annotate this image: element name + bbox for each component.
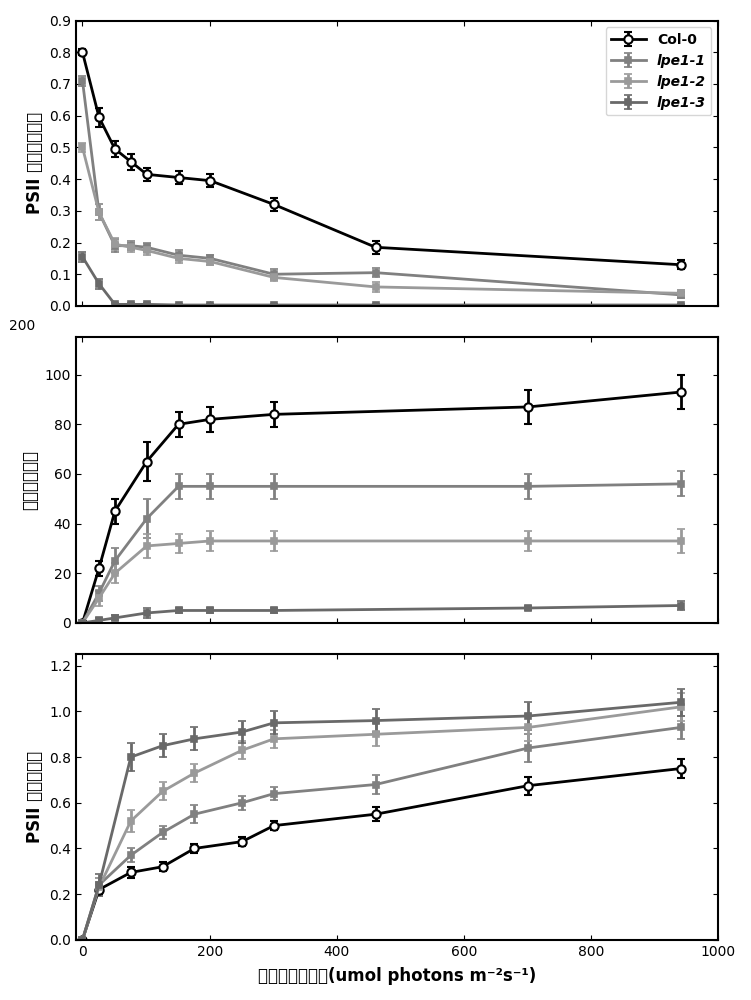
Y-axis label: PSII 有效量子产量: PSII 有效量子产量	[26, 112, 44, 214]
Y-axis label: 电子传递速率: 电子传递速率	[21, 450, 39, 510]
Legend: Col-0, lpe1-1, lpe1-2, lpe1-3: Col-0, lpe1-1, lpe1-2, lpe1-3	[605, 27, 711, 115]
X-axis label: 光量子通量密度(umol photons m⁻²s⁻¹): 光量子通量密度(umol photons m⁻²s⁻¹)	[258, 967, 536, 985]
Text: 200: 200	[9, 319, 35, 333]
Y-axis label: PSII 的闭合程度: PSII 的闭合程度	[26, 751, 44, 843]
